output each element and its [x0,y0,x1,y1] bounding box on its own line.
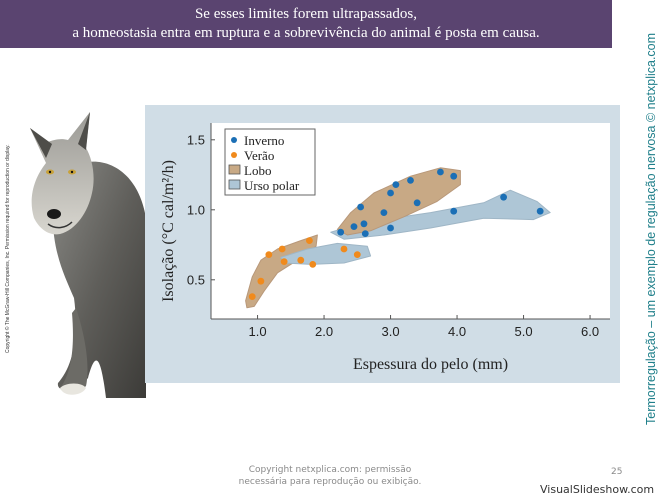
x-tick-label: 4.0 [448,324,466,339]
point-inverno [413,199,421,207]
point-inverno [337,228,345,236]
point-verao [257,277,265,285]
point-inverno [387,189,394,197]
x-tick-label: 5.0 [515,324,533,339]
point-inverno [387,224,394,232]
y-tick-label: 1.0 [187,202,205,217]
point-inverno [500,193,507,201]
point-verao [309,261,317,268]
footer-line-2: necessária para reprodução ou exibição. [238,477,422,487]
y-tick-label: 0.5 [187,272,205,287]
region-urso-polar [330,189,551,240]
banner-line-1: Se esses limites forem ultrapassados, [194,6,418,22]
legend-lobo-marker [228,164,241,175]
point-inverno [357,203,365,211]
y-tick-label: 1.5 [187,132,205,147]
slide-banner: Se esses limites forem ultrapassados, a … [0,0,612,48]
point-verao [340,245,348,253]
banner-line-2: a homeostasia entra em ruptura e a sobre… [72,25,540,41]
wolf-illustration [30,112,146,398]
copyright-side-text: Copyright © The McGraw-Hill Companies, I… [5,144,11,353]
point-verao [265,251,273,258]
point-inverno [407,177,414,184]
legend-verao-marker [231,152,237,158]
x-tick-label: 3.0 [382,324,400,339]
point-inverno [380,209,388,216]
point-verao [306,237,313,245]
watermark: VisualSlideshow.com [540,483,655,496]
side-title: Termorregulação – um exemplo de regulaçã… [644,32,658,425]
point-inverno [360,220,368,228]
x-tick-label: 6.0 [581,324,599,339]
legend-verao-label: Verão [244,148,274,163]
point-inverno [392,181,400,188]
scatter-chart: 1.0 2.0 3.0 4.0 5.0 6.0 0.5 1.0 1.5 Espessura do … [160,123,610,373]
point-verao [278,245,286,253]
legend-urso-polar-label: Urso polar [244,178,300,193]
point-inverno [450,207,458,215]
point-inverno [536,207,544,215]
page-number: 25 [611,467,623,477]
x-tick-label: 1.0 [249,324,267,339]
y-axis-label: Isolação (°C cal/m²/h) [160,160,177,302]
legend-inverno-label: Inverno [244,133,284,148]
footer-line-1: Copyright netxplica.com: permissão [248,465,412,475]
point-inverno [437,168,444,176]
point-verao [353,251,361,258]
point-inverno [361,230,369,237]
x-axis-label: Espessura do pelo (mm) [353,356,508,373]
point-inverno [350,223,358,230]
point-verao [297,256,305,264]
legend-lobo-label: Lobo [244,163,271,178]
legend-inverno-marker [231,137,237,143]
point-verao [248,293,256,300]
point-inverno [450,172,458,180]
legend-urso-polar-marker [228,179,241,190]
point-verao [280,258,288,265]
x-tick-label: 2.0 [315,324,333,339]
footer-copyright: Copyright netxplica.com: permissão neces… [230,464,430,488]
